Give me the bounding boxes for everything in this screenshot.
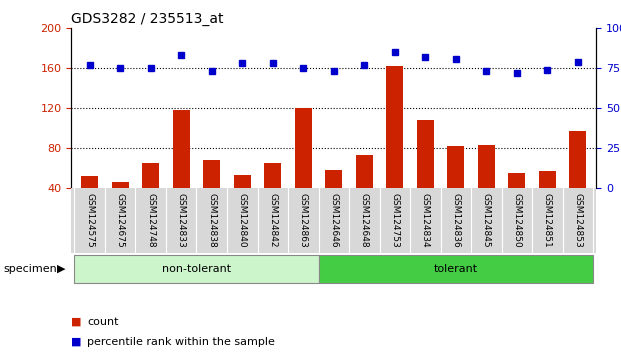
Bar — [417, 120, 433, 227]
Bar — [386, 66, 403, 227]
Text: GSM124753: GSM124753 — [391, 193, 399, 247]
Text: count: count — [87, 317, 119, 327]
Bar — [356, 155, 373, 227]
Text: GSM124838: GSM124838 — [207, 193, 216, 247]
Text: GSM124646: GSM124646 — [329, 193, 338, 247]
Text: GSM124648: GSM124648 — [360, 193, 369, 247]
Bar — [295, 108, 312, 227]
Bar — [234, 175, 251, 227]
Text: non-tolerant: non-tolerant — [162, 264, 231, 274]
Text: GSM124675: GSM124675 — [116, 193, 125, 247]
Text: ▶: ▶ — [57, 264, 65, 274]
Text: GSM124834: GSM124834 — [421, 193, 430, 247]
Bar — [509, 173, 525, 227]
FancyBboxPatch shape — [319, 255, 593, 283]
Text: tolerant: tolerant — [433, 264, 478, 274]
Bar — [265, 163, 281, 227]
Bar — [203, 160, 220, 227]
Bar — [112, 182, 129, 227]
Bar — [81, 176, 98, 227]
Bar — [173, 110, 189, 227]
Bar — [478, 145, 495, 227]
Text: GSM124842: GSM124842 — [268, 193, 277, 247]
Text: GSM124850: GSM124850 — [512, 193, 522, 247]
Text: GSM124833: GSM124833 — [177, 193, 186, 247]
Bar — [448, 146, 465, 227]
Bar — [142, 163, 159, 227]
Text: ■: ■ — [71, 317, 82, 327]
Text: GSM124863: GSM124863 — [299, 193, 308, 247]
Text: percentile rank within the sample: percentile rank within the sample — [87, 337, 275, 347]
Text: specimen: specimen — [3, 264, 57, 274]
Text: GSM124851: GSM124851 — [543, 193, 552, 247]
Bar — [569, 131, 586, 227]
Bar — [325, 170, 342, 227]
Text: GSM124575: GSM124575 — [85, 193, 94, 247]
Text: GSM124836: GSM124836 — [451, 193, 460, 247]
Bar — [539, 171, 556, 227]
FancyBboxPatch shape — [75, 255, 319, 283]
Text: GSM124840: GSM124840 — [238, 193, 247, 247]
Text: GSM124748: GSM124748 — [146, 193, 155, 247]
Text: GDS3282 / 235513_at: GDS3282 / 235513_at — [71, 12, 224, 27]
Text: GSM124853: GSM124853 — [573, 193, 582, 247]
Text: ■: ■ — [71, 337, 82, 347]
Text: GSM124845: GSM124845 — [482, 193, 491, 247]
